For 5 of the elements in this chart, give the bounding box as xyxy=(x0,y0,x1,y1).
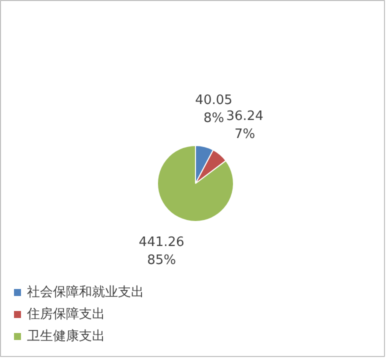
legend-label: 住房保障支出 xyxy=(27,306,105,323)
legend-label: 卫生健康支出 xyxy=(27,328,105,345)
legend-label: 社会保障和就业支出 xyxy=(27,284,144,301)
data-label: 441.26 85% xyxy=(138,234,184,268)
data-label: 36.24 7% xyxy=(226,109,264,142)
